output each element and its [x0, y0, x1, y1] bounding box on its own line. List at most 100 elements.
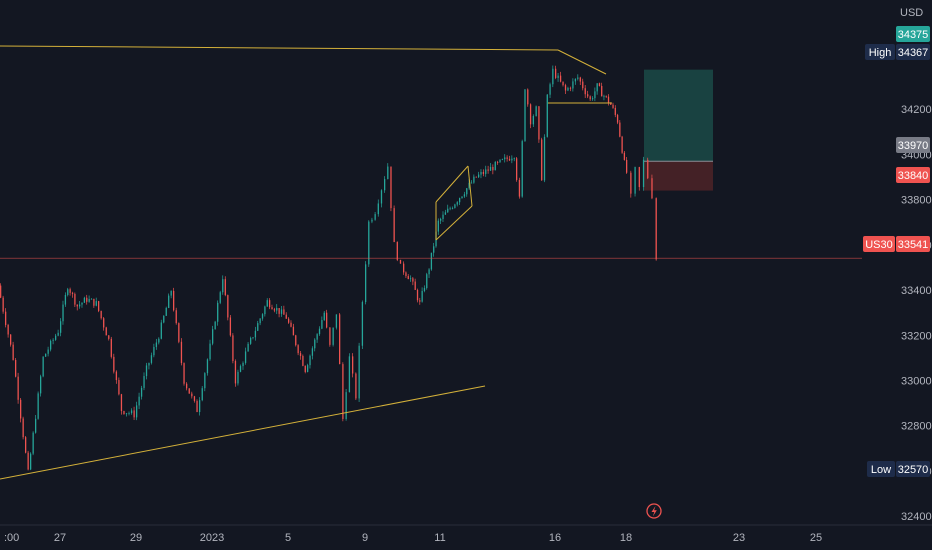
candle-body	[352, 356, 354, 374]
candle-body	[143, 376, 145, 388]
candle-body	[254, 330, 257, 338]
trendline-6[interactable]	[435, 205, 473, 241]
candle-body	[55, 335, 57, 340]
candle-body	[244, 351, 247, 363]
candle-body	[459, 198, 461, 203]
price-badges: 34375 34367 High 33970 33840 33541 US30 32570 Lo…	[863, 26, 930, 477]
candle-body	[175, 310, 177, 324]
trendline-7[interactable]	[467, 165, 473, 207]
candle-body	[100, 310, 102, 319]
candle-body	[168, 295, 170, 308]
candle-body	[83, 297, 86, 303]
candle-body	[37, 393, 39, 419]
candle-body	[242, 362, 244, 367]
candle-body	[67, 289, 69, 295]
x-tick-label: 9	[362, 532, 368, 544]
x-tick-label: 11	[434, 532, 445, 544]
candle-body	[232, 335, 234, 361]
candle-body	[35, 418, 37, 433]
candle-body	[603, 95, 605, 97]
candle-body	[264, 306, 266, 315]
candle-body	[178, 323, 180, 342]
candle-body	[399, 259, 402, 264]
candle-body	[69, 289, 71, 293]
candle-body	[634, 167, 636, 194]
candle-body	[95, 301, 97, 306]
candle-body	[651, 178, 653, 199]
candle-body	[421, 291, 423, 302]
candle-body	[227, 295, 229, 318]
candle-body	[25, 437, 27, 453]
candle-body	[229, 317, 232, 336]
trendline-1[interactable]	[0, 45, 559, 51]
candle-body	[511, 158, 513, 161]
candle-body	[201, 388, 203, 401]
candle-body	[271, 307, 273, 310]
candle-body	[630, 172, 632, 194]
low-label: Low	[871, 464, 891, 476]
candle-body	[473, 176, 475, 183]
candle-body	[504, 157, 506, 160]
candle-body	[605, 95, 607, 97]
candle-body	[145, 365, 148, 377]
candle-body	[574, 78, 577, 82]
candle-body	[463, 194, 466, 197]
last-price-badge: 33541	[898, 239, 929, 251]
candle-body	[120, 394, 123, 411]
trendline-2[interactable]	[0, 385, 486, 480]
lightning-bolt-icon[interactable]	[646, 503, 662, 519]
candle-body	[71, 292, 74, 294]
candle-body	[45, 353, 47, 357]
candle-body	[252, 337, 254, 339]
candle-body	[199, 400, 201, 413]
candle-body	[569, 87, 572, 89]
candle-body	[572, 81, 574, 89]
candle-body	[60, 321, 62, 333]
candle-body	[0, 285, 2, 298]
event-marker[interactable]	[646, 503, 662, 519]
candle-body	[361, 302, 364, 346]
candle-body	[409, 278, 412, 280]
candle-body	[153, 346, 155, 356]
candle-body	[489, 166, 492, 171]
candle-body	[584, 88, 586, 95]
candle-body	[433, 246, 435, 253]
candle-body	[158, 338, 160, 343]
candle-body	[62, 304, 64, 322]
candle-body	[567, 87, 569, 91]
x-tick-label: 23	[733, 532, 745, 544]
candle-body	[183, 363, 185, 384]
candle-body	[128, 413, 130, 414]
candle-body	[81, 302, 83, 305]
candle-body	[428, 269, 430, 275]
candle-body	[538, 106, 540, 140]
candle-body	[494, 162, 496, 171]
candle-body	[390, 166, 392, 209]
candle-body	[140, 387, 143, 397]
candle-body	[32, 432, 34, 454]
trendline-3[interactable]	[557, 49, 607, 75]
candle-body	[136, 405, 138, 418]
candle-body	[47, 349, 49, 354]
candle-body	[280, 309, 283, 314]
lightning-icon-ring	[646, 503, 662, 519]
candle-body	[508, 158, 511, 161]
candle-body	[326, 312, 328, 328]
candle-body	[419, 300, 421, 302]
candle-body	[259, 318, 261, 324]
candle-body	[549, 84, 551, 95]
candle-body	[316, 334, 318, 340]
candle-body	[17, 376, 19, 400]
trendline-5[interactable]	[435, 165, 469, 203]
candle-body	[529, 104, 532, 125]
candle-body	[407, 276, 409, 280]
candle-body	[27, 452, 29, 470]
time-axis[interactable]: :00 27 29 2023 5 9 11 16 18 23 25	[0, 524, 932, 544]
trendlines-layer[interactable]	[0, 45, 612, 480]
entry-badge: 33970	[898, 140, 929, 152]
candle-body	[377, 203, 379, 215]
candle-body	[345, 392, 347, 419]
candle-body	[125, 413, 128, 415]
candle-body	[374, 214, 376, 220]
